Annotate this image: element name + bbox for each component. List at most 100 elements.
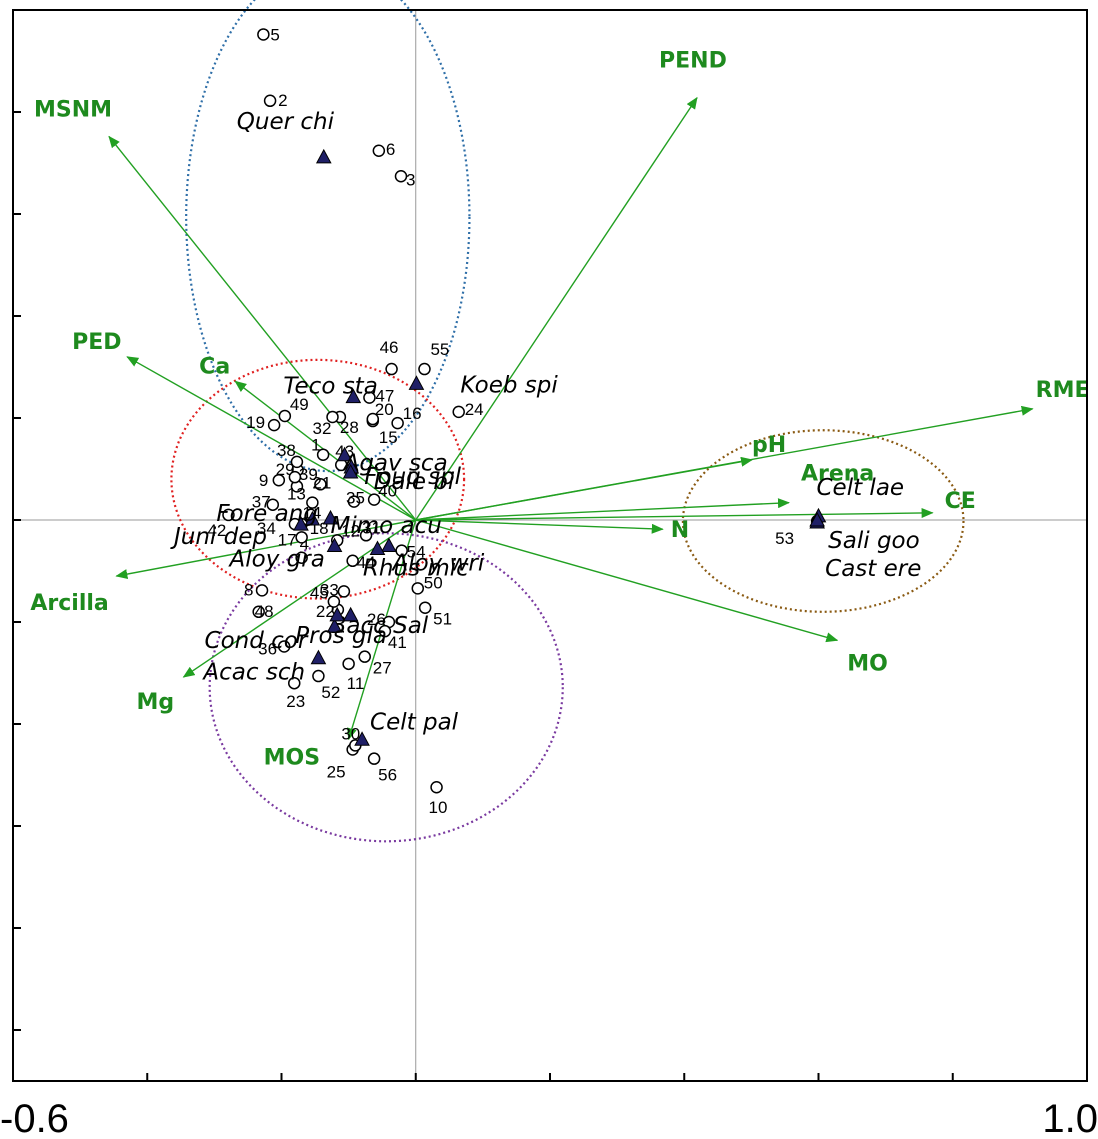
site-label-34: 34: [257, 519, 276, 538]
species-point-cond-cor: [326, 618, 343, 633]
env-vector-arrow-mo: [415, 519, 839, 643]
env-vector-arrow-ph: [415, 456, 754, 521]
site-label-44: 44: [357, 553, 376, 572]
site-point-42: [222, 508, 235, 522]
env-vector-label-arcilla: Arcilla: [30, 591, 108, 616]
env-vector-arrow-ped: [126, 356, 417, 521]
site-label-36: 36: [258, 639, 277, 658]
env-vector-label-mos: MOS: [264, 745, 320, 770]
site-point-49: [278, 409, 292, 423]
species-point-quer-chi: [315, 148, 332, 164]
env-vector-label-ph: pH: [752, 433, 786, 458]
site-point-20: [366, 412, 380, 426]
site-point-27: [358, 650, 371, 663]
site-label-33: 33: [320, 580, 339, 599]
site-point-5: [257, 28, 270, 41]
species-label-rhus-mic: Rhus mic: [363, 556, 469, 582]
site-point-51: [418, 601, 432, 614]
site-label-48: 48: [255, 602, 274, 621]
site-label-46: 46: [380, 338, 399, 357]
species-point-rhus-mic: [381, 537, 397, 552]
site-point-32: [326, 410, 339, 424]
site-label-41: 41: [388, 633, 407, 652]
site-label-26: 26: [367, 610, 386, 629]
species-point-mimo-acu: [322, 509, 339, 525]
site-label-39: 39: [299, 465, 318, 484]
env-vector-label-n: N: [671, 518, 689, 543]
site-label-5: 5: [270, 25, 279, 44]
env-vector-arrow-arena: [415, 498, 790, 521]
species-label-koeb-spi: Koeb spi: [460, 372, 558, 398]
site-points: 1234567891011121314151617181920212223242…: [207, 25, 824, 817]
species-point-juni-dep: [293, 516, 309, 531]
species-label-celt-pal: Celt pal: [370, 709, 459, 735]
site-label-4: 4: [300, 535, 309, 554]
site-label-27: 27: [373, 659, 392, 678]
species-point-celt-pal: [354, 731, 370, 746]
site-label-42: 42: [207, 521, 226, 540]
species-label-cast-ere: Cast ere: [825, 556, 921, 582]
site-point-17: [295, 531, 308, 544]
env-vector-arrow-pend: [415, 96, 698, 521]
site-label-50: 50: [424, 573, 443, 592]
site-point-16: [391, 416, 404, 430]
species-point-pros-gla: [329, 606, 346, 622]
species-point-acac-sch: [310, 649, 327, 665]
env-vector-label-pend: PEND: [659, 49, 727, 74]
site-label-38: 38: [277, 441, 296, 460]
site-point-52: [312, 669, 325, 683]
x-tick-label-max: 1.0: [1042, 1097, 1098, 1139]
env-vector-label-mg: Mg: [136, 690, 174, 715]
site-label-54: 54: [407, 543, 426, 562]
species-label-dale-bi: Dale bi: [374, 469, 455, 495]
site-label-16: 16: [403, 404, 422, 423]
site-label-56: 56: [378, 766, 397, 785]
species-label-sali-goo: Sali goo: [828, 528, 920, 554]
site-point-19: [267, 418, 281, 432]
site-label-28: 28: [340, 418, 359, 437]
species-label-mimo-acu: Mimo acu: [331, 513, 442, 539]
site-point-35: [347, 495, 361, 508]
species-point-koeb-spi: [408, 375, 425, 390]
site-label-24: 24: [465, 400, 484, 419]
site-point-54: [395, 544, 408, 557]
site-label-55: 55: [430, 340, 449, 359]
site-point-23: [288, 676, 301, 690]
site-label-15: 15: [379, 428, 398, 447]
site-point-38: [290, 455, 304, 469]
env-vector-label-ca: Ca: [199, 354, 230, 379]
site-point-39: [288, 470, 302, 484]
site-label-47: 47: [375, 387, 394, 406]
environment-vectors: MSNM PEND PED Ca RME pH Arena CE N MO Arcilla Mg MOS: [30, 49, 1089, 771]
site-point-46: [385, 362, 398, 376]
site-label-10: 10: [429, 798, 448, 817]
site-point-37: [266, 498, 280, 511]
species-point-agav-sca: [336, 446, 353, 462]
site-label-12: 12: [341, 521, 360, 540]
site-point-14: [306, 496, 319, 509]
species-point-bacc-sal: [342, 606, 359, 622]
site-label-19: 19: [246, 413, 265, 432]
group-ellipse-4: [681, 429, 965, 613]
site-point-55: [418, 362, 431, 376]
species-label-pros-gla: Pros gla: [295, 623, 387, 649]
zero-lines: [13, 10, 1087, 1081]
env-vector-label-arena: Arena: [801, 462, 874, 487]
env-vector-label-mo: MO: [847, 651, 888, 676]
env-vector-label-ped: PED: [72, 330, 121, 355]
site-point-6: [372, 144, 386, 158]
species-point-fore-ang: [304, 510, 321, 526]
site-label-11: 11: [347, 674, 365, 693]
plot-frame: [12, 9, 1088, 1082]
site-point-41: [378, 624, 392, 638]
site-label-20: 20: [375, 400, 394, 419]
site-label-25: 25: [327, 763, 346, 782]
species-label-aloy-gra: Aloy gra: [228, 547, 325, 573]
env-vector-label-rme: RME: [1036, 378, 1090, 403]
site-label-35: 35: [346, 489, 365, 508]
site-point-40: [367, 493, 381, 506]
site-label-17: 17: [278, 530, 297, 549]
site-label-49: 49: [290, 395, 309, 414]
